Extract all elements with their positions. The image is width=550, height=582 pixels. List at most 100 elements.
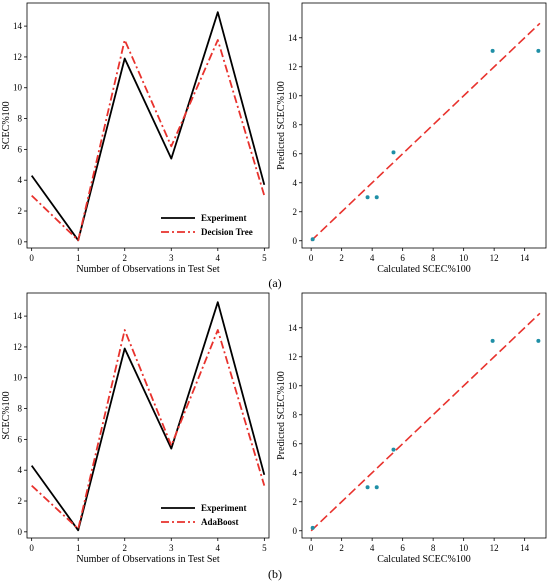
chart-b-scatter: 0 2 4 6 8 10 12 14 0 2 4 6 8 10 12 14 Calculated SCEC%10…: [276, 292, 547, 565]
y-tick-label: 8: [18, 404, 23, 414]
data-point: [391, 150, 396, 155]
x-tick-label: 1: [76, 543, 81, 553]
y-tick-label: 0: [293, 526, 298, 536]
data-point: [391, 447, 396, 452]
y-tick-label: 6: [293, 149, 298, 159]
x-tick-label: 4: [216, 543, 221, 553]
data-point: [310, 525, 315, 530]
x-tick-label: 4: [370, 253, 375, 263]
legend-entry: Decision Tree: [201, 227, 253, 237]
y-axis-label: Predicted SCEC%100: [276, 81, 287, 170]
x-tick-label: 0: [309, 543, 314, 553]
y-tick-label: 2: [18, 496, 23, 506]
y-tick-label: 8: [293, 120, 298, 130]
panel-label-a: (a): [268, 276, 281, 290]
x-axis-label: Number of Observations in Test Set: [76, 554, 219, 565]
y-tick-label: 6: [18, 434, 23, 444]
y-tick-label: 14: [288, 323, 298, 333]
y-tick-label: 12: [288, 352, 297, 362]
x-tick-label: 5: [262, 543, 267, 553]
y-tick-label: 12: [288, 62, 297, 72]
y-tick-label: 6: [18, 144, 23, 154]
x-tick-label: 2: [339, 253, 344, 263]
y-tick-label: 10: [13, 373, 23, 383]
x-axis-label: Number of Observations in Test Set: [76, 264, 219, 275]
data-point: [490, 48, 495, 53]
data-point: [536, 48, 541, 53]
series-line-decision-tree: [31, 39, 266, 242]
reference-line: [310, 312, 541, 532]
plot-frame: [301, 2, 547, 249]
y-tick-label: 4: [293, 178, 298, 188]
x-tick-label: 4: [216, 253, 221, 263]
data-point: [490, 338, 495, 343]
y-tick-label: 12: [13, 342, 22, 352]
y-tick-label: 14: [13, 21, 23, 31]
y-tick-label: 6: [293, 439, 298, 449]
x-tick-label: 3: [169, 543, 174, 553]
series-line-experiment: [30, 301, 266, 532]
x-tick-label: 3: [169, 253, 174, 263]
x-tick-label: 2: [122, 253, 127, 263]
data-point: [365, 195, 370, 200]
y-axis-label: Predicted SCEC%100: [276, 371, 287, 460]
x-tick-label: 10: [459, 253, 469, 263]
y-tick-label: 12: [13, 52, 22, 62]
chart-a-scatter: 0 2 4 6 8 10 12 14 0 2 4 6 8 10 12 14 Calculated SCEC%10…: [276, 2, 547, 275]
y-tick-label: 10: [288, 91, 298, 101]
plot-frame: [301, 292, 547, 539]
y-tick-label: 4: [18, 175, 23, 185]
y-tick-label: 4: [293, 468, 298, 478]
legend-entry: Experiment: [201, 503, 247, 513]
y-tick-label: 2: [293, 207, 298, 217]
x-tick-label: 0: [29, 253, 34, 263]
x-tick-label: 0: [29, 543, 34, 553]
data-point: [374, 485, 379, 490]
y-tick-label: 10: [288, 381, 298, 391]
x-tick-label: 5: [262, 253, 267, 263]
y-tick-label: 10: [13, 83, 23, 93]
x-tick-label: 6: [400, 253, 405, 263]
panel-label-b: (b): [268, 567, 282, 581]
x-tick-label: 12: [490, 253, 499, 263]
y-tick-label: 2: [18, 206, 23, 216]
y-tick-label: 2: [293, 497, 298, 507]
data-point: [310, 237, 315, 242]
y-tick-label: 0: [293, 236, 298, 246]
legend-entry: AdaBoost: [201, 517, 239, 527]
plot-frame: [26, 2, 270, 249]
y-tick-label: 0: [18, 527, 23, 537]
x-tick-label: 14: [520, 253, 530, 263]
y-axis-label: SCEC%100: [1, 101, 12, 149]
y-tick-label: 8: [18, 114, 23, 124]
x-tick-label: 1: [76, 253, 81, 263]
series-line-experiment: [30, 11, 266, 242]
data-point: [536, 338, 541, 343]
x-tick-label: 14: [520, 543, 530, 553]
x-tick-label: 10: [459, 543, 469, 553]
data-point: [365, 485, 370, 490]
reference-line: [310, 22, 541, 242]
y-tick-label: 14: [13, 311, 23, 321]
legend-entry: Experiment: [201, 213, 247, 223]
x-tick-label: 2: [122, 543, 127, 553]
y-axis-label: SCEC%100: [1, 391, 12, 439]
x-tick-label: 4: [370, 543, 375, 553]
y-tick-label: 0: [18, 237, 23, 247]
plot-frame: [26, 292, 270, 539]
x-tick-label: 8: [431, 253, 436, 263]
data-point: [374, 195, 379, 200]
x-tick-label: 2: [339, 543, 344, 553]
y-tick-label: 14: [288, 33, 298, 43]
x-tick-label: 12: [490, 543, 499, 553]
x-axis-label: Calculated SCEC%100: [377, 554, 471, 565]
y-tick-label: 8: [293, 410, 298, 420]
x-tick-label: 6: [400, 543, 405, 553]
series-line-adaboost: [31, 329, 266, 530]
x-axis-label: Calculated SCEC%100: [377, 264, 471, 275]
y-tick-label: 4: [18, 465, 23, 475]
x-tick-label: 0: [309, 253, 314, 263]
